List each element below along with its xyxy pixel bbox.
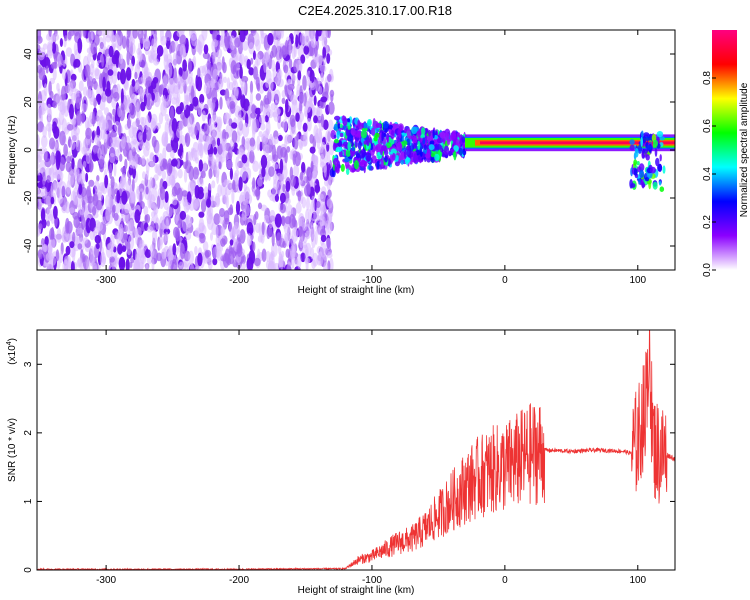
colorbar-tick-label: 0.2 — [702, 215, 713, 229]
line-axes: -300 -200 -100 0 100 0 1 2 3 Height of straight l… — [6, 329, 676, 596]
x-tick-label: -100 — [362, 575, 382, 586]
x-tick-label: 100 — [629, 575, 646, 586]
colorbar-tick-label: 0.8 — [702, 71, 713, 85]
colorbar: 0.0 0.2 0.4 0.6 0.8 Normalized spectral ampli… — [702, 30, 750, 277]
heatmap-region-band — [464, 134, 675, 152]
y-tick-label: 40 — [23, 48, 34, 60]
x-tick-label: -100 — [362, 275, 382, 286]
colorbar-tick-label: 0.4 — [702, 167, 713, 181]
y-scale-factor: (x104) — [6, 338, 18, 365]
x-tick-label: -300 — [96, 275, 116, 286]
y-tick-label: -40 — [23, 238, 34, 253]
heatmap-xlabel: Height of straight line (km) — [298, 285, 415, 296]
x-tick-label: -200 — [229, 575, 249, 586]
heatmap-ylabel: Frequency (Hz) — [7, 116, 18, 185]
y-tick-label: 0 — [23, 147, 34, 153]
heatmap-cells — [37, 30, 675, 270]
y-tick-label: 20 — [23, 96, 34, 108]
y-tick-label: 3 — [23, 361, 34, 367]
snr-series-line — [37, 330, 675, 570]
figure-title: C2E4.2025.310.17.00.R18 — [298, 3, 452, 18]
heatmap-region-scattered — [329, 115, 468, 178]
x-tick-label: 100 — [629, 275, 646, 286]
y-tick-label: -20 — [23, 190, 34, 205]
x-tick-label: -200 — [229, 275, 249, 286]
y-tick-label: 0 — [23, 567, 34, 573]
colorbar-tick-label: 0.6 — [702, 119, 713, 133]
colorbar-tick-label: 0.0 — [702, 263, 713, 277]
heatmap-region-scattered — [629, 130, 666, 192]
x-tick-label: 0 — [502, 275, 508, 286]
x-tick-label: -300 — [96, 575, 116, 586]
heatmap-region-noise — [37, 30, 335, 270]
y-tick-label: 1 — [23, 498, 34, 504]
colorbar-label: Normalized spectral amplitude — [739, 82, 750, 217]
line-ylabel: SNR (10 * v/v) — [7, 418, 18, 482]
x-tick-label: 0 — [502, 575, 508, 586]
line-xlabel: Height of straight line (km) — [298, 585, 415, 596]
y-tick-label: 2 — [23, 430, 34, 436]
